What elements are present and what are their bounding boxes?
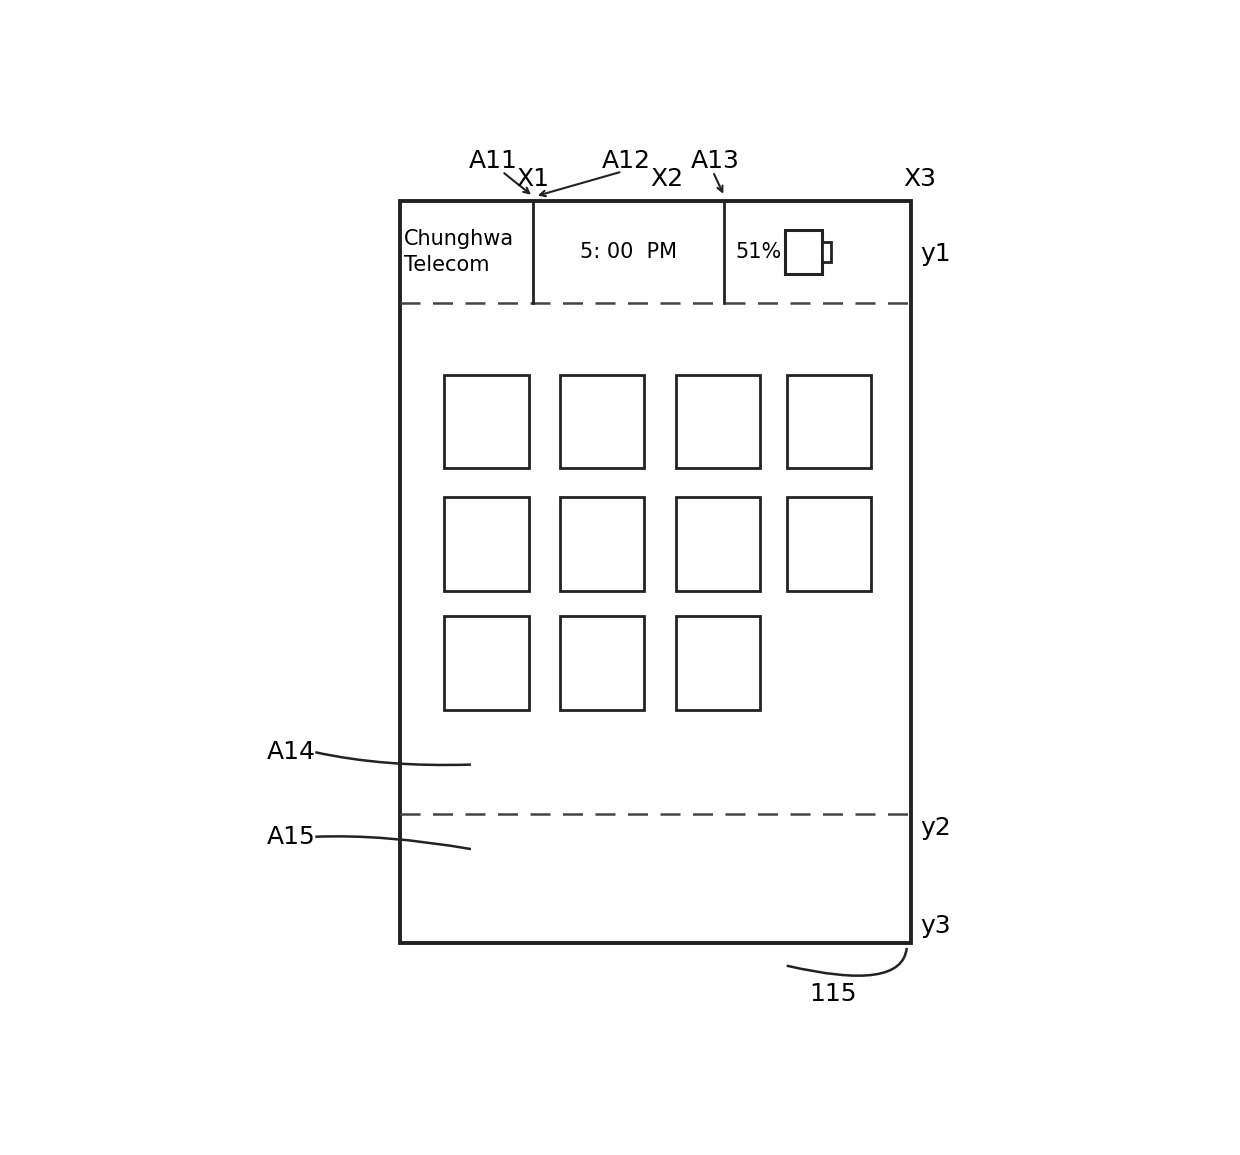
Bar (786, 498, 872, 590)
Text: y2: y2 (920, 815, 951, 840)
Bar (560, 616, 645, 709)
Bar (444, 498, 528, 590)
Bar (399, 201, 911, 944)
Text: X2: X2 (650, 166, 683, 191)
Bar (785, 230, 822, 274)
Bar (676, 616, 760, 709)
Text: 115: 115 (808, 982, 857, 1006)
Text: Chunghwa
Telecom: Chunghwa Telecom (404, 229, 515, 275)
Bar (560, 498, 645, 590)
Text: A13: A13 (691, 149, 740, 173)
Bar (444, 375, 528, 468)
Text: A12: A12 (603, 149, 651, 173)
Bar (676, 375, 760, 468)
Text: X3: X3 (904, 166, 936, 191)
Text: 5: 00  PM: 5: 00 PM (580, 243, 677, 262)
Bar (444, 616, 528, 709)
Text: y1: y1 (920, 243, 951, 266)
Text: 51%: 51% (735, 243, 781, 262)
Text: A15: A15 (267, 825, 315, 849)
Text: y3: y3 (920, 914, 951, 938)
Bar (822, 243, 831, 262)
Text: A14: A14 (267, 740, 315, 765)
Text: X1: X1 (517, 166, 549, 191)
Bar (676, 498, 760, 590)
Text: A11: A11 (469, 149, 517, 173)
Bar (786, 375, 872, 468)
Bar (560, 375, 645, 468)
